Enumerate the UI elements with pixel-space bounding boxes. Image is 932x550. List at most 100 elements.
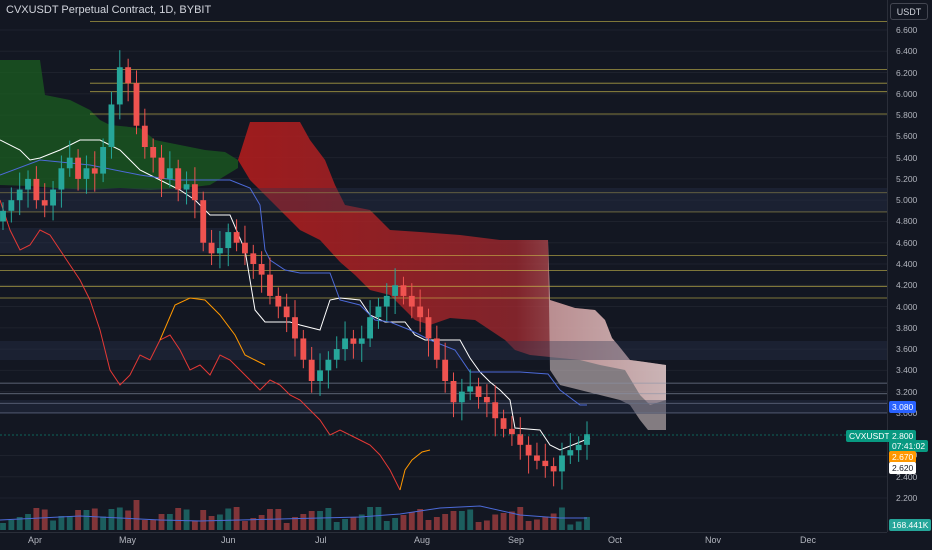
volume-bar	[450, 511, 457, 530]
candle-body	[450, 381, 457, 403]
price-tick: 5.000	[896, 195, 918, 206]
candle-body	[333, 349, 340, 360]
volume-bar	[25, 514, 31, 530]
candle-body	[133, 83, 140, 126]
volume-bar	[525, 521, 532, 530]
volume-bar	[150, 520, 157, 530]
volume-bar	[100, 516, 107, 530]
candle-body	[492, 402, 499, 419]
volume-bar	[517, 507, 524, 530]
candle-body	[525, 444, 532, 456]
cloud-light	[548, 240, 666, 430]
volume-bar	[492, 514, 499, 530]
volume-bar	[191, 520, 198, 530]
candle-body	[400, 285, 407, 296]
time-axis[interactable]	[0, 532, 887, 550]
base-line	[0, 159, 587, 406]
candle-body	[258, 264, 265, 275]
price-tick: 5.800	[896, 110, 918, 121]
price-tick: 5.400	[896, 152, 918, 163]
volume-bars	[0, 500, 590, 530]
candle-body	[58, 168, 65, 190]
currency-button[interactable]: USDT	[890, 3, 928, 20]
volume-bar	[325, 508, 332, 530]
volume-bar	[550, 513, 557, 530]
volume-bar	[559, 507, 565, 530]
candle-body	[275, 295, 282, 307]
volume-bar	[433, 517, 440, 530]
volume-bar	[467, 509, 474, 530]
volume-bar	[58, 516, 65, 530]
volume-bar	[83, 510, 90, 530]
candle-body	[41, 200, 48, 206]
volume-bar	[508, 511, 515, 530]
month-label: Sep	[508, 535, 525, 545]
volume-bar	[166, 514, 173, 530]
month-label: May	[119, 535, 137, 545]
volume-ma	[0, 505, 587, 522]
candle-body	[559, 455, 565, 472]
price-tick: 3.400	[896, 365, 918, 376]
price-tick: 3.200	[896, 386, 918, 397]
month-label: Jun	[221, 535, 236, 545]
candle-body	[392, 285, 399, 296]
price-tick: 6.000	[896, 88, 918, 99]
volume-bar	[75, 510, 82, 530]
month-label: Dec	[800, 535, 817, 545]
candle-body	[216, 248, 223, 254]
volume-bar	[458, 511, 465, 530]
volume-bar	[317, 511, 323, 530]
candle-body	[292, 317, 298, 339]
volume-bar	[342, 519, 348, 530]
volume-bar	[250, 518, 257, 530]
volume-bar	[300, 514, 307, 530]
volume-bar	[41, 509, 48, 530]
month-label: Jul	[315, 535, 327, 545]
volume-bar	[116, 507, 123, 530]
volume-bar	[258, 515, 265, 530]
candle-body	[567, 450, 574, 456]
kijun-price-label: 3.080	[889, 401, 917, 413]
price-chart[interactable]	[0, 0, 887, 532]
candle-body	[208, 242, 215, 254]
orange-price-label: 2.670	[889, 451, 917, 463]
volume-bar	[0, 523, 6, 530]
volume-bar	[225, 508, 232, 530]
volume-bar	[183, 509, 190, 530]
candle-body	[183, 184, 190, 190]
price-tick: 6.400	[896, 46, 918, 57]
candle-body	[267, 274, 273, 296]
candle-body	[408, 295, 415, 307]
volume-bar	[200, 510, 207, 530]
volume-bar	[575, 521, 582, 530]
candle-body	[517, 434, 524, 445]
volume-bar	[417, 509, 424, 530]
month-label: Nov	[705, 535, 722, 545]
candle-body	[433, 338, 440, 360]
candle-body	[458, 391, 465, 403]
volume-bar	[542, 516, 549, 530]
volume-label: 168.441K	[889, 519, 932, 531]
volume-bar	[408, 512, 415, 530]
month-label: Apr	[28, 535, 43, 545]
volume-bar	[141, 520, 148, 530]
chart-pane[interactable]: CVXUSDT Perpetual Contract, 1D, BYBIT	[0, 0, 887, 532]
candle-body	[417, 306, 424, 318]
volume-bar	[500, 513, 507, 530]
price-tick: 2.200	[896, 493, 918, 503]
price-tick: 5.600	[896, 131, 918, 142]
volume-bar	[283, 523, 290, 530]
candle-body	[383, 295, 390, 307]
candle-body	[467, 386, 474, 392]
price-tick: 6.200	[896, 67, 918, 78]
volume-bar	[383, 521, 390, 530]
price-tick: 4.000	[896, 301, 918, 312]
volume-bar	[33, 508, 40, 530]
volume-bar	[66, 516, 73, 530]
candle-body	[584, 434, 590, 445]
candle-body	[33, 178, 40, 201]
candle-body	[200, 200, 207, 243]
candle-body	[534, 455, 540, 461]
candle-body	[475, 386, 482, 397]
horizontal-levels	[0, 21, 887, 414]
